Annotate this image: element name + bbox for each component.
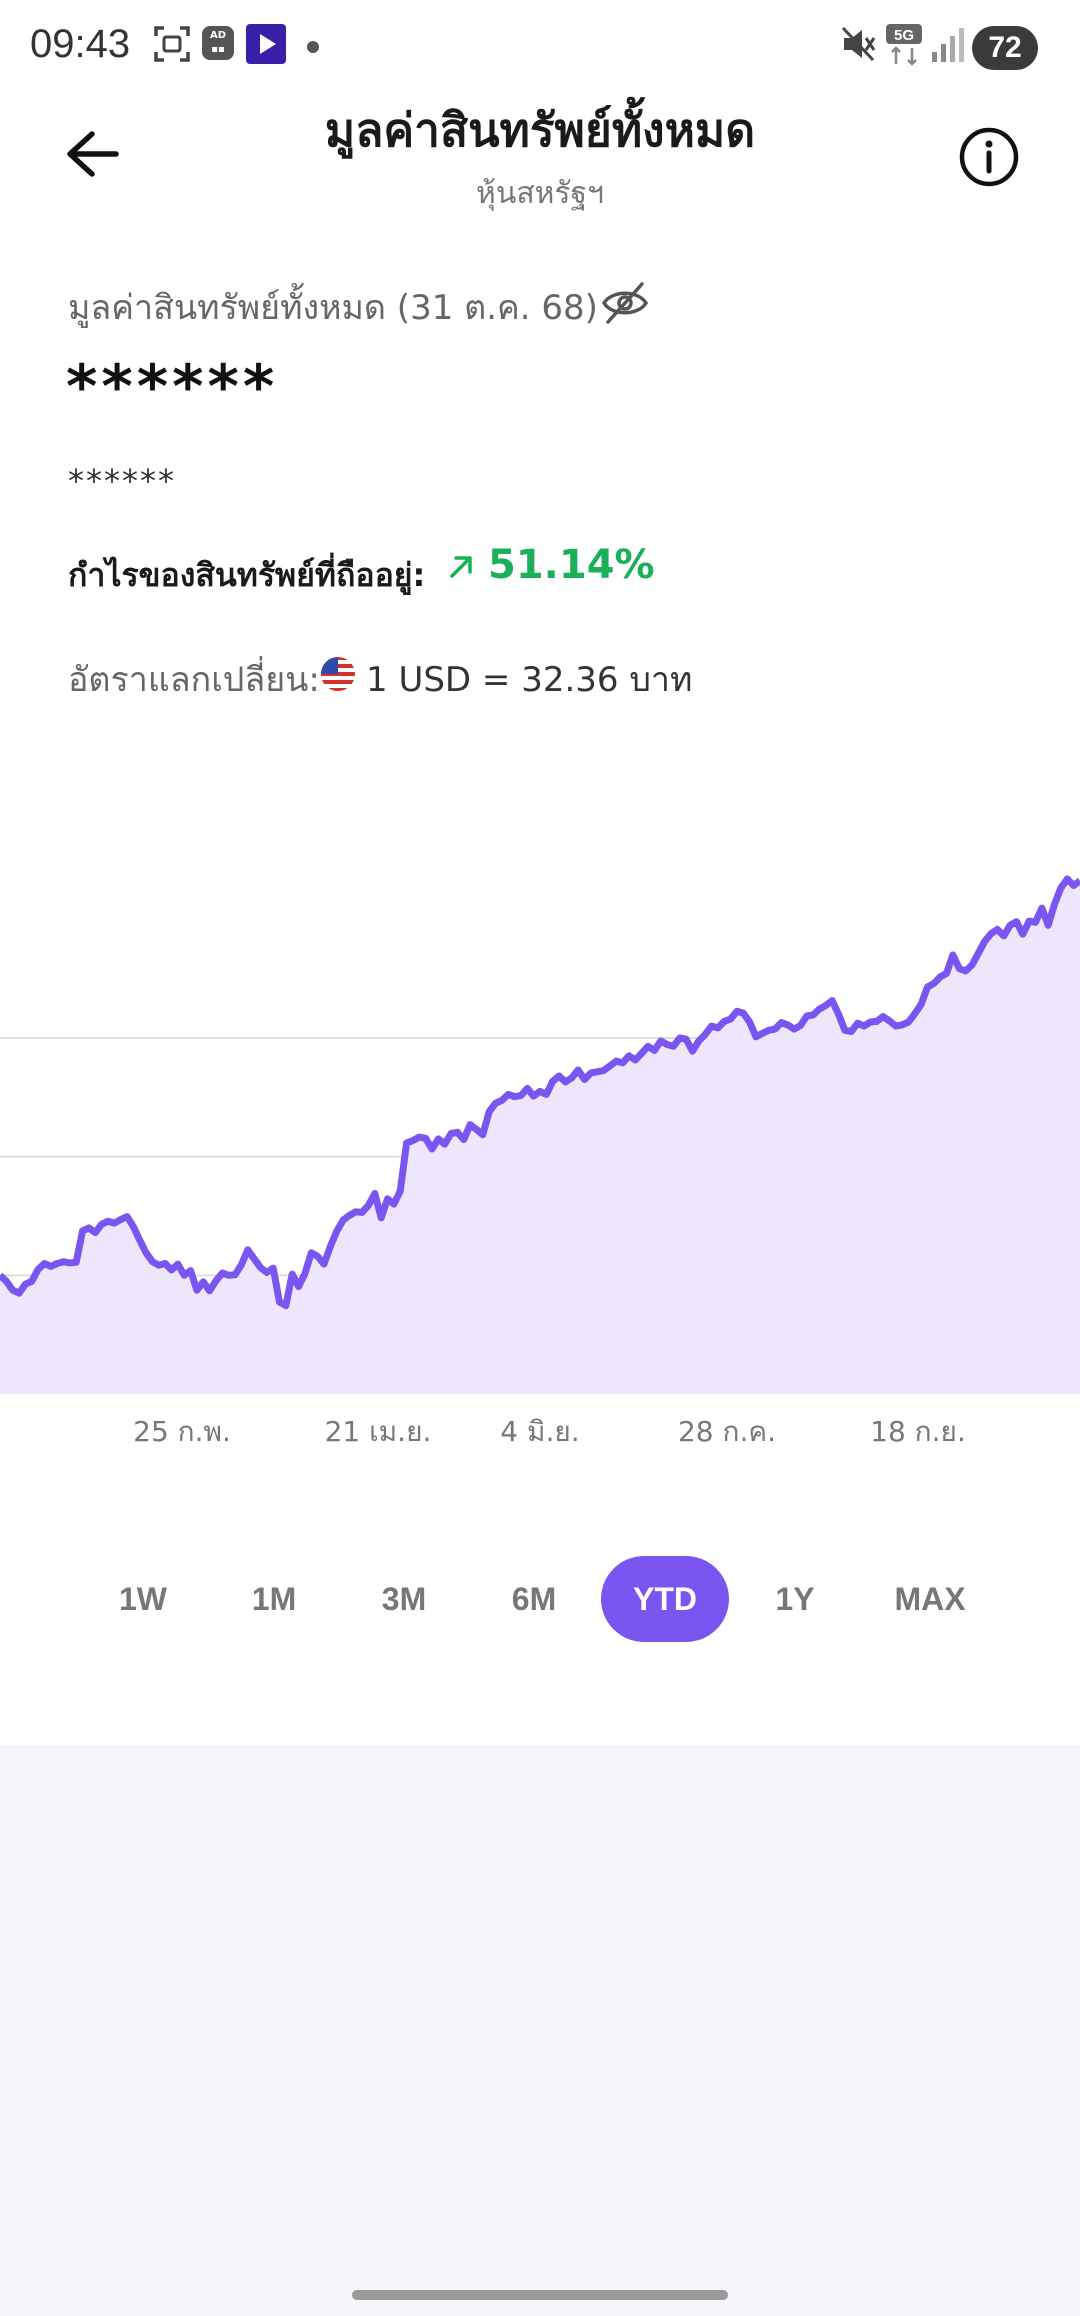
home-indicator[interactable] — [352, 2290, 728, 2300]
eye-off-icon[interactable] — [600, 280, 650, 326]
range-button-6m[interactable]: 6M — [511, 1581, 557, 1617]
info-button[interactable] — [956, 124, 1022, 190]
range-button-1y[interactable]: 1Y — [775, 1581, 815, 1617]
total-value-masked: ****** — [66, 352, 279, 422]
x-tick-label: 4 มิ.ย. — [500, 1415, 580, 1448]
secondary-value-masked: ****** — [68, 462, 176, 500]
range-button-1w[interactable]: 1W — [119, 1581, 167, 1617]
us-flag-icon — [321, 657, 355, 691]
range-button-3m[interactable]: 3M — [381, 1581, 427, 1617]
ad-blocker-icon: AD ▪▪ — [202, 26, 234, 60]
arrow-up-right-icon — [450, 556, 472, 578]
status-bar: 09:43 AD ▪▪ 5G 72 — [0, 0, 1080, 96]
x-tick-label: 21 เม.ย. — [324, 1415, 432, 1448]
total-value-label: มูลค่าสินทรัพย์ทั้งหมด (31 ต.ค. 68) — [68, 288, 598, 328]
profit-label: กำไรของสินทรัพย์ที่ถืออยู่: — [68, 556, 426, 594]
range-button-ytd[interactable]: YTD — [601, 1556, 729, 1642]
status-time: 09:43 — [30, 22, 131, 66]
x-tick-label: 18 ก.ย. — [870, 1415, 966, 1448]
range-button-max[interactable]: MAX — [894, 1581, 966, 1617]
screenshot-icon — [154, 26, 190, 62]
arrow-left-icon — [67, 131, 119, 177]
range-button-1m[interactable]: 1M — [251, 1581, 297, 1617]
battery-icon: 72 — [972, 26, 1038, 70]
x-tick-label: 25 ก.พ. — [133, 1415, 231, 1448]
exchange-rate-label: อัตราแลกเปลี่ยน: — [68, 660, 320, 700]
dot-icon — [307, 41, 319, 53]
main-panel — [0, 0, 1080, 1745]
chart-series-line — [0, 875, 1080, 1310]
back-button[interactable] — [56, 124, 126, 184]
mute-icon — [841, 26, 876, 62]
svg-text:5G: 5G — [894, 27, 914, 44]
x-tick-label: 28 ก.ค. — [677, 1415, 777, 1448]
portfolio-chart[interactable] — [0, 820, 1080, 1460]
profit-value: 51.14% — [488, 542, 655, 588]
chart-area-fill — [0, 879, 1080, 1394]
page-title: มูลค่าสินทรัพย์ทั้งหมด — [324, 103, 756, 157]
info-icon — [959, 127, 1019, 187]
exchange-rate-value: 1 USD = 32.36 บาท — [366, 660, 693, 700]
5g-icon: 5G — [886, 24, 922, 66]
page-subtitle: หุ้นสหรัฐฯ — [476, 176, 604, 211]
signal-icon — [932, 28, 964, 62]
media-app-icon — [246, 24, 286, 64]
